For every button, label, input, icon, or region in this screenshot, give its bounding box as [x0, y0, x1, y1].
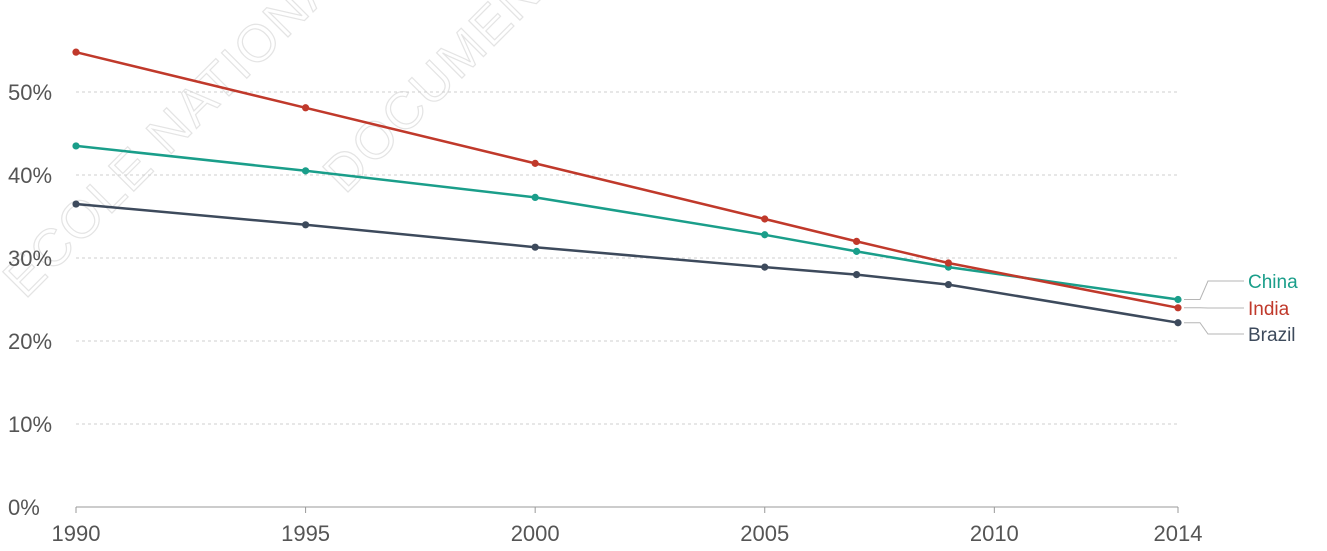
china-point: [852, 247, 861, 255]
watermark-text-2: DOCUMENT: [312, 0, 577, 203]
india-point: [944, 259, 953, 267]
china-point: [761, 231, 769, 239]
y-tick-label: 40%: [8, 163, 52, 188]
brazil-label: Brazil: [1248, 325, 1296, 346]
gridlines: [76, 91, 1178, 425]
x-tick-label: 1990: [52, 521, 101, 546]
china-point: [1174, 295, 1182, 304]
india-point: [1174, 304, 1182, 312]
india-point: [301, 104, 310, 112]
y-tick-label: 0%: [8, 495, 40, 520]
india-point: [531, 159, 539, 167]
axes: 0% 10% 20% 30% 40% 50% 1990 1995 2000 2005 2010 201…: [8, 80, 1202, 546]
y-tick-label: 30%: [8, 246, 52, 271]
brazil-point: [531, 243, 539, 251]
watermark: ECOLE NATIONALE DOCUMENT: [0, 0, 578, 309]
india-label: India: [1248, 299, 1290, 320]
x-tick-label: 2000: [511, 521, 560, 546]
x-tick-label: 2010: [970, 521, 1019, 546]
china-label-connector: [1184, 280, 1244, 300]
china-point: [72, 142, 80, 150]
china-label: China: [1248, 272, 1298, 293]
x-tick-label: 1995: [281, 521, 330, 546]
china-point: [301, 167, 310, 175]
series: [72, 48, 1182, 327]
brazil-point: [944, 280, 953, 289]
y-tick-label: 10%: [8, 412, 52, 437]
series-labels: China India Brazil: [1184, 272, 1298, 346]
y-tick-label: 20%: [8, 329, 52, 354]
brazil-point: [852, 271, 861, 279]
india-point: [852, 237, 861, 245]
brazil-point: [761, 263, 769, 271]
y-tick-label: 50%: [8, 80, 52, 105]
brazil-point: [301, 221, 310, 229]
india-point: [72, 48, 80, 56]
brazil-line: [75, 202, 1179, 324]
x-tick-label: 2014: [1154, 521, 1203, 546]
brazil-point: [1174, 319, 1182, 327]
brazil-point: [72, 200, 80, 208]
india-point: [761, 215, 769, 223]
china-point: [531, 193, 539, 202]
x-tick-label: 2005: [740, 521, 789, 546]
brazil-label-connector: [1184, 322, 1244, 335]
